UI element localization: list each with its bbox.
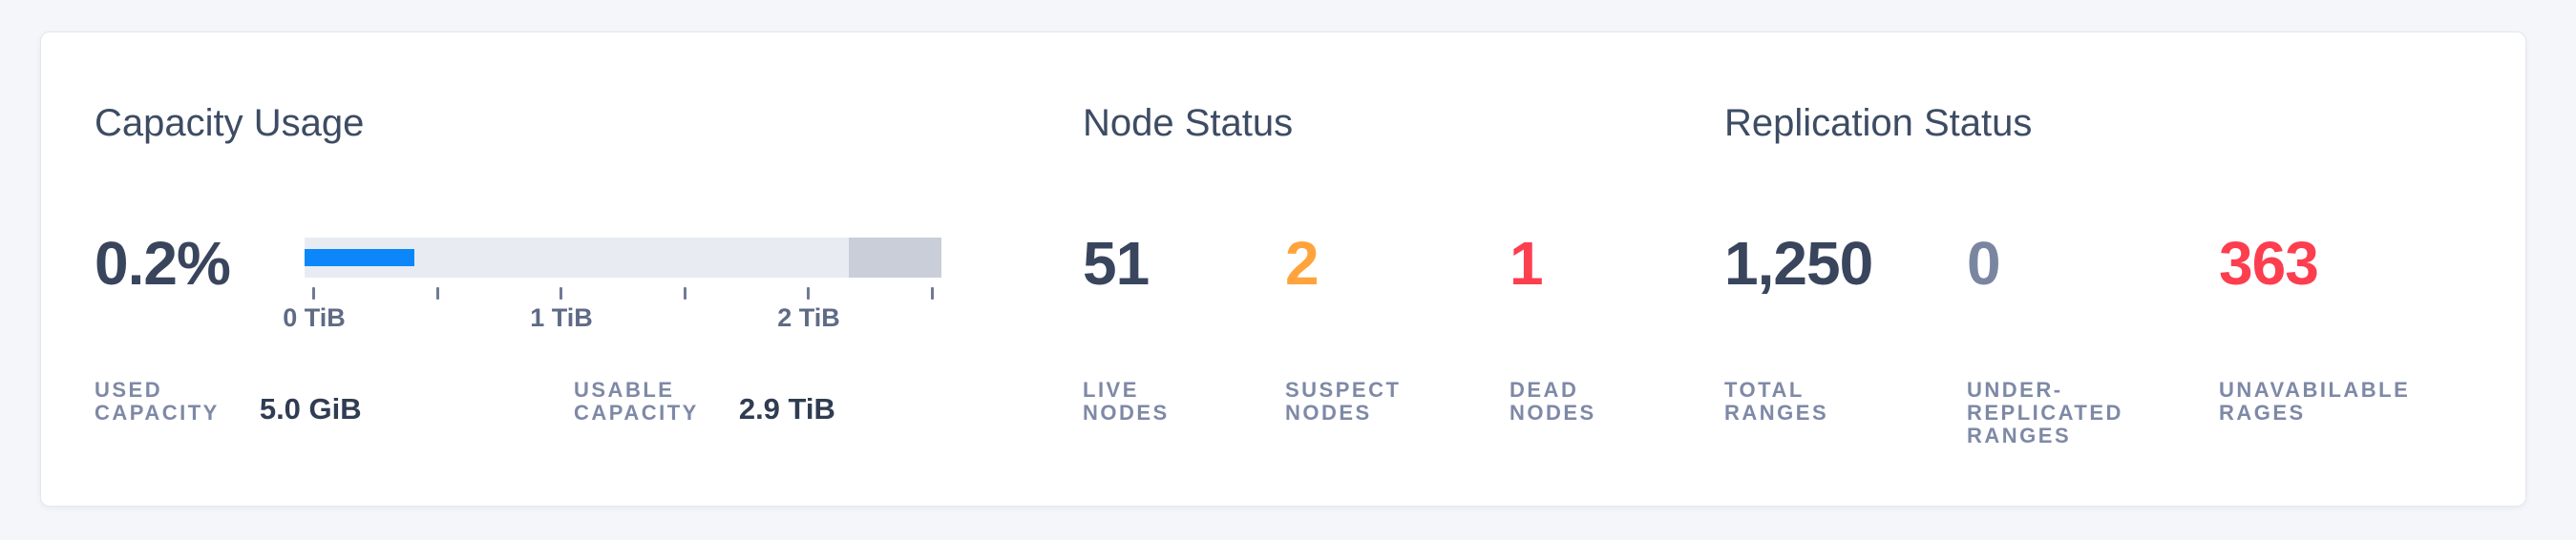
total-ranges-label: TOTAL RANGES [1724,378,1829,425]
axis-tick [683,287,686,300]
usable-capacity-stat: USABLE CAPACITY 2.9 TiB [574,379,835,425]
replication-status-title: Replication Status [1724,102,2033,144]
dead-nodes-label: DEAD NODES [1510,378,1596,425]
dead-nodes-stat: 1 DEAD NODES [1510,233,1739,471]
usable-capacity-value: 2.9 TiB [738,392,835,426]
axis-tick [930,287,934,300]
unavailable-ranges-value: 363 [2219,229,2319,298]
capacity-axis-labels: 0 TiB 1 TiB 2 TiB [283,303,941,334]
under-replicated-ranges-value: 0 [1967,229,2001,298]
under-replicated-ranges-label: UNDER- REPLICATED RANGES [1967,378,2123,447]
axis-tick [807,287,811,300]
node-status-title: Node Status [1083,102,1294,144]
node-status-section: Node Status 51 LIVE NODES 2 SUSPECT NODE… [1083,32,1703,506]
replication-status-section: Replication Status 1,250 TOTAL RANGES 0 … [1724,32,2488,506]
capacity-bar-chart: 0 TiB 1 TiB 2 TiB [283,238,941,334]
suspect-nodes-label: SUSPECT NODES [1285,378,1402,425]
axis-label-0tib: 0 TiB [283,303,346,332]
capacity-bar-used-segment [305,249,414,266]
used-capacity-value: 5.0 GiB [259,392,362,426]
capacity-bar-reserved-segment [849,238,941,278]
capacity-axis-ticks [305,287,941,300]
under-replicated-ranges-stat: 0 UNDER- REPLICATED RANGES [1967,233,2196,471]
axis-tick [560,287,563,300]
used-capacity-label: USED CAPACITY [95,378,220,425]
dead-nodes-value: 1 [1510,229,1544,298]
live-nodes-value: 51 [1083,229,1150,298]
unavailable-ranges-stat: 363 UNAVABILABLE RAGES [2219,233,2448,471]
suspect-nodes-value: 2 [1285,229,1320,298]
capacity-used-percent: 0.2% [95,229,231,298]
capacity-usage-section: Capacity Usage 0.2% 0 TiB 1 TiB 2 TiB [95,32,1049,506]
capacity-stats-row: USED CAPACITY 5.0 GiB USABLE CAPACITY 2.… [95,379,1049,484]
total-ranges-value: 1,250 [1724,229,1873,298]
axis-label-2tib: 2 TiB [777,303,840,332]
axis-tick [435,287,439,300]
capacity-bar-track [305,238,941,278]
axis-label-1tib: 1 TiB [530,303,593,332]
axis-tick [312,287,315,300]
usable-capacity-label: USABLE CAPACITY [574,378,699,425]
capacity-usage-title: Capacity Usage [95,102,365,144]
cluster-summary-card: Capacity Usage 0.2% 0 TiB 1 TiB 2 TiB [40,31,2526,507]
total-ranges-stat: 1,250 TOTAL RANGES [1724,233,1953,471]
suspect-nodes-stat: 2 SUSPECT NODES [1285,233,1514,471]
used-capacity-stat: USED CAPACITY 5.0 GiB [95,379,362,425]
live-nodes-stat: 51 LIVE NODES [1083,233,1312,471]
live-nodes-label: LIVE NODES [1083,378,1170,425]
unavailable-ranges-label: UNAVABILABLE RAGES [2219,378,2411,425]
